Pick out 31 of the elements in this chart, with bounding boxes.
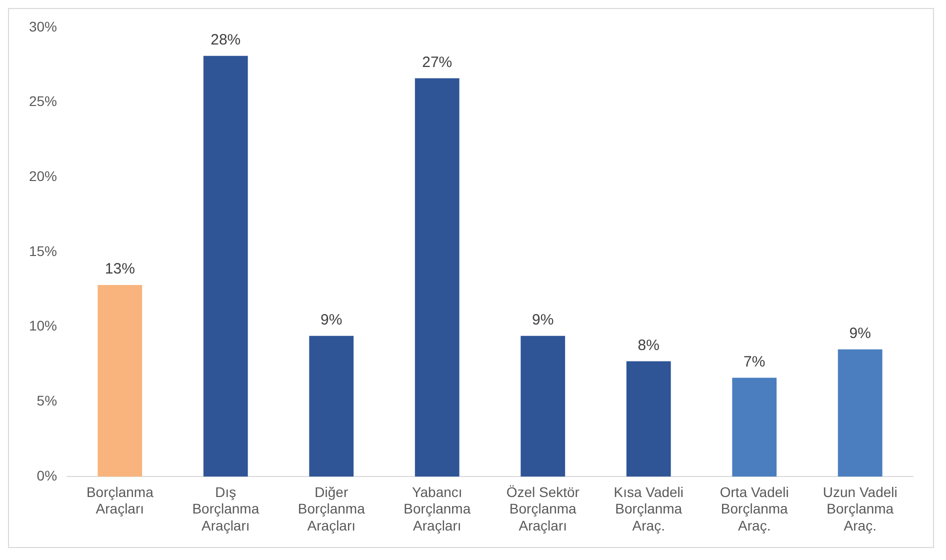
data-label: 8% (638, 336, 660, 354)
y-tick-label: 0% (36, 467, 58, 484)
bar (98, 284, 142, 477)
y-tick-label: 5% (36, 392, 58, 409)
y-tick-label: 25% (28, 93, 58, 110)
y-tick-label: 10% (28, 318, 58, 334)
data-label: 27% (422, 54, 452, 71)
x-tick-label: Orta Vadeli Borçlanma Araç. (720, 484, 789, 534)
data-label: 9% (532, 311, 554, 328)
bar (626, 361, 671, 477)
y-tick-label: 30% (28, 18, 58, 34)
x-tick-label: Yabancı Borçlanma Araçları (404, 484, 471, 534)
x-tick-label: Diğer Borçlanma Araçları (298, 484, 366, 534)
data-label: 7% (744, 353, 766, 370)
y-tick-label: 20% (28, 168, 58, 184)
bar (203, 56, 248, 477)
bar (520, 336, 566, 477)
data-label: 9% (320, 311, 342, 328)
data-label: 28% (210, 31, 241, 48)
bar (309, 336, 354, 477)
data-label: 9% (849, 324, 871, 342)
y-tick-label: 15% (28, 242, 58, 259)
bar (732, 378, 777, 477)
x-tick-label: Uzun Vadeli Borçlanma Araç. (822, 484, 898, 534)
x-tick-label: Dış Borçlanma Araçları (192, 484, 260, 534)
x-tick-label: Borçlanma Araçları (86, 484, 154, 517)
x-tick-label: Kısa Vadeli Borçlanma Araç. (614, 484, 684, 534)
bar (414, 78, 460, 477)
data-label: 13% (104, 260, 135, 278)
bar (838, 349, 882, 477)
x-tick-label: Özel Sektör Borçlanma Araçları (506, 484, 580, 534)
